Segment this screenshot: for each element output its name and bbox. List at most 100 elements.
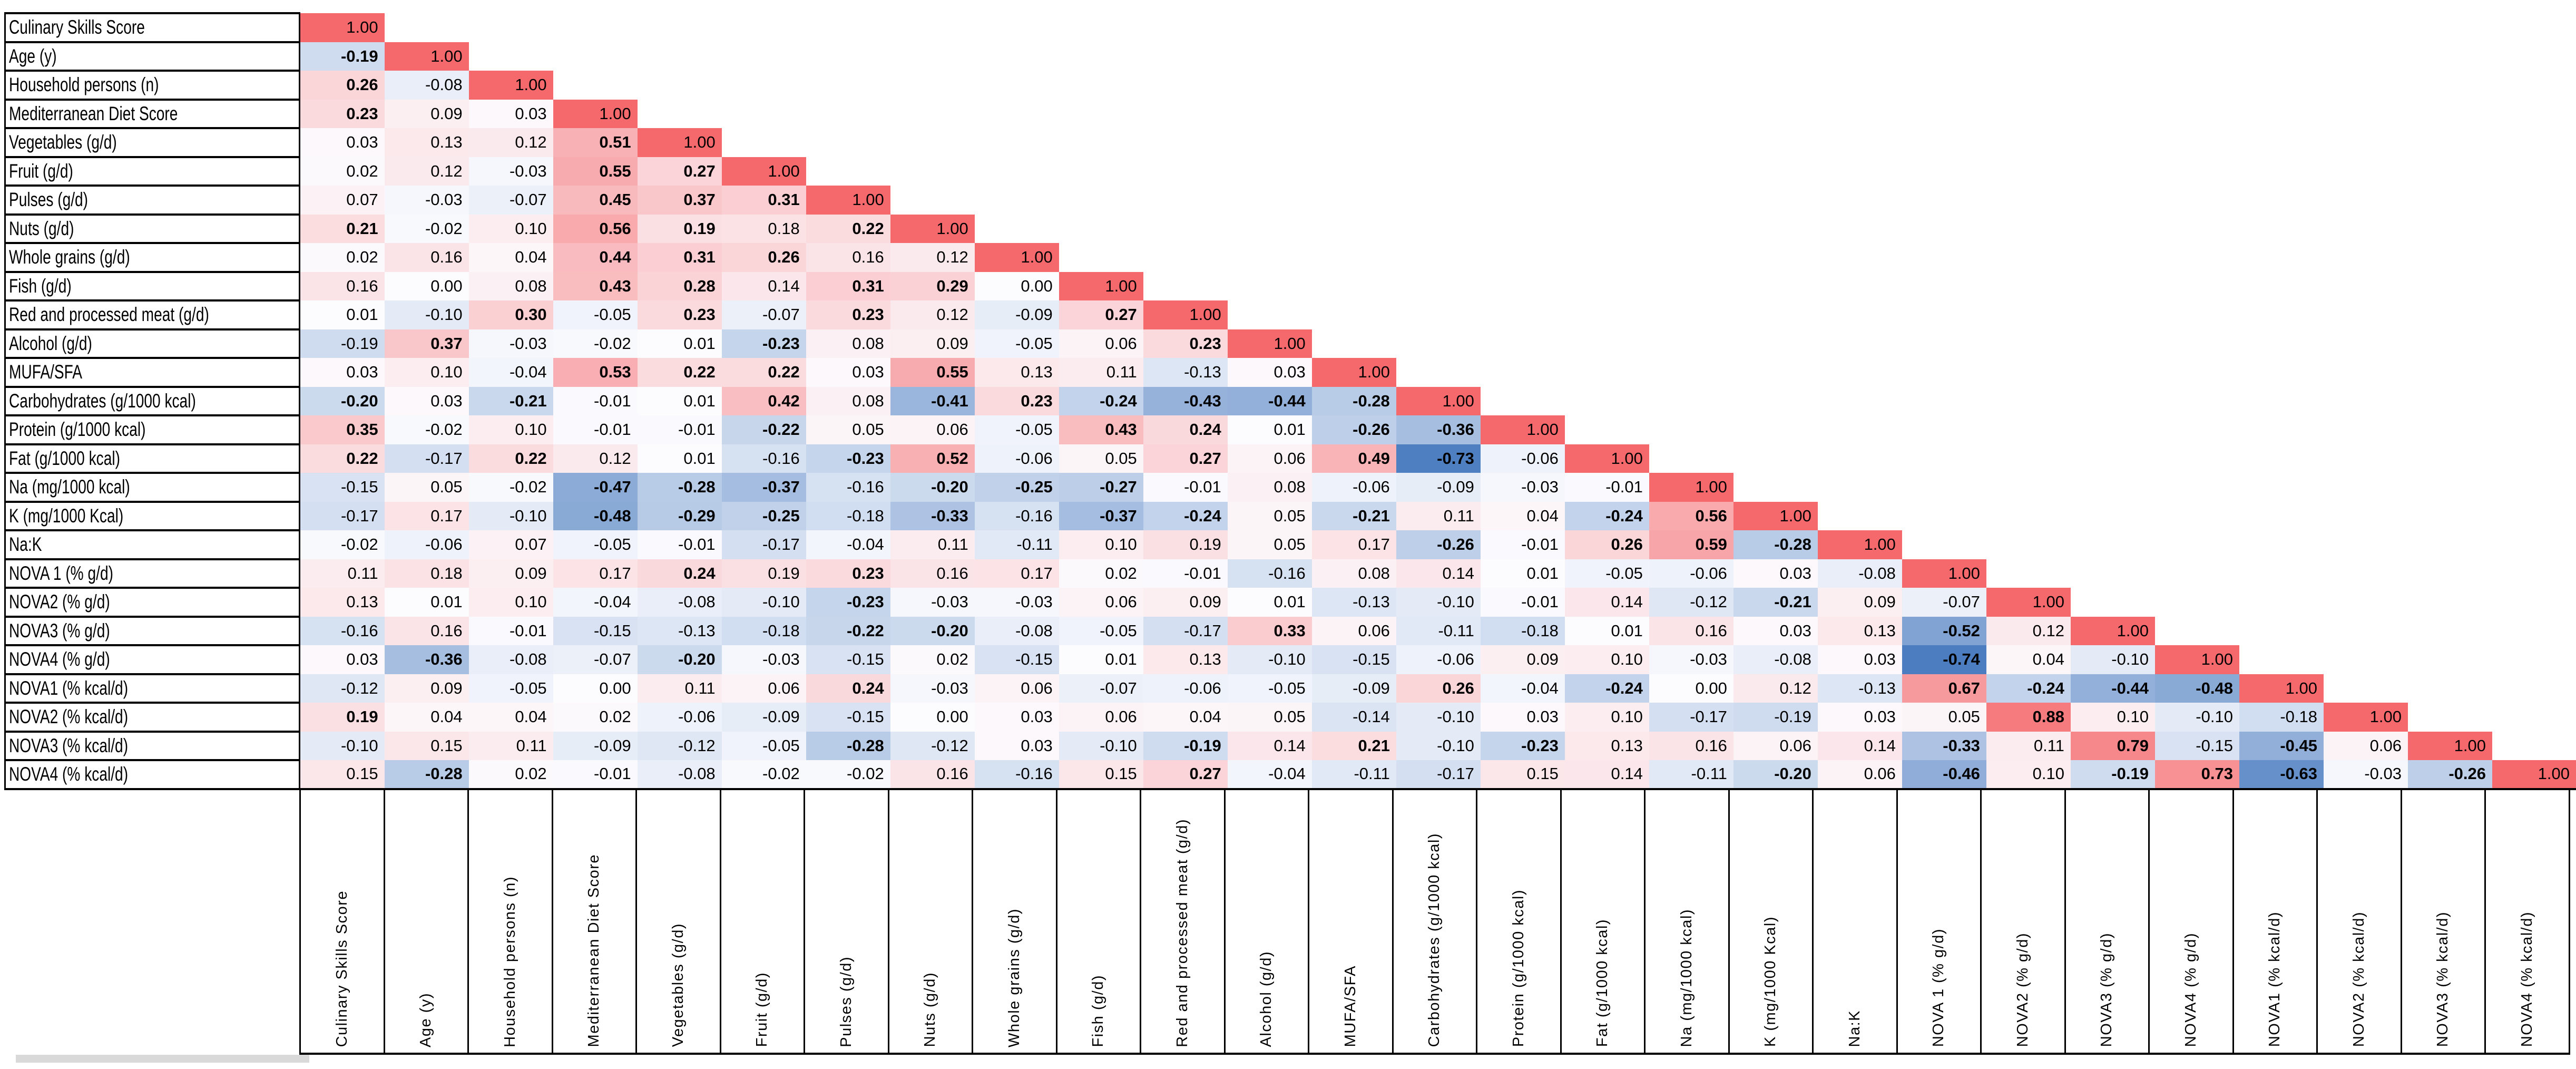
matrix-cell[interactable]: -0.03 xyxy=(974,588,1059,617)
matrix-cell[interactable]: 0.03 xyxy=(806,358,890,387)
matrix-cell[interactable]: -0.12 xyxy=(1649,588,1733,617)
matrix-cell[interactable]: -0.01 xyxy=(1143,473,1228,502)
matrix-cell[interactable]: 0.00 xyxy=(1649,674,1733,703)
matrix-cell[interactable]: 0.03 xyxy=(1480,703,1565,732)
matrix-cell[interactable]: 0.05 xyxy=(1059,444,1143,473)
matrix-diagonal-cell[interactable]: 1.00 xyxy=(468,71,553,100)
matrix-cell[interactable]: 0.73 xyxy=(2154,760,2239,790)
matrix-diagonal-cell[interactable]: 1.00 xyxy=(1817,530,1902,559)
matrix-cell[interactable]: 0.03 xyxy=(974,731,1059,760)
matrix-cell[interactable]: 0.13 xyxy=(1817,616,1902,645)
matrix-cell[interactable]: 0.11 xyxy=(1059,358,1143,387)
matrix-cell[interactable]: 0.09 xyxy=(384,674,469,703)
matrix-cell[interactable]: 0.29 xyxy=(890,271,975,300)
matrix-cell[interactable]: -0.15 xyxy=(553,616,638,645)
matrix-cell[interactable]: 0.23 xyxy=(806,559,890,588)
matrix-cell[interactable]: -0.11 xyxy=(974,530,1059,559)
column-label-cell[interactable]: NOVA4 (% kcal/d) xyxy=(2484,790,2570,1055)
matrix-cell[interactable]: 0.23 xyxy=(1143,329,1228,358)
column-label-cell[interactable]: Fish (g/d) xyxy=(1055,790,1140,1055)
row-label-cell[interactable]: Fish (g/d) xyxy=(4,270,300,302)
matrix-cell[interactable]: -0.10 xyxy=(1227,645,1312,674)
matrix-cell[interactable]: 0.19 xyxy=(721,559,806,588)
matrix-cell[interactable]: 0.51 xyxy=(553,128,638,157)
matrix-diagonal-cell[interactable]: 1.00 xyxy=(1733,501,1818,530)
matrix-cell[interactable]: 0.05 xyxy=(806,415,890,444)
matrix-cell[interactable]: -0.07 xyxy=(1902,588,1986,617)
matrix-cell[interactable]: -0.10 xyxy=(299,731,385,760)
matrix-cell[interactable]: -0.52 xyxy=(1902,616,1986,645)
matrix-cell[interactable]: 0.21 xyxy=(1311,731,1396,760)
matrix-cell[interactable]: -0.04 xyxy=(1480,674,1565,703)
matrix-cell[interactable]: 0.01 xyxy=(637,329,722,358)
matrix-cell[interactable]: 0.02 xyxy=(890,645,975,674)
matrix-cell[interactable]: 0.04 xyxy=(384,703,469,732)
matrix-cell[interactable]: 0.16 xyxy=(299,271,385,300)
matrix-cell[interactable]: -0.01 xyxy=(553,415,638,444)
matrix-cell[interactable]: -0.28 xyxy=(384,760,469,790)
matrix-cell[interactable]: 0.01 xyxy=(1059,645,1143,674)
matrix-cell[interactable]: -0.06 xyxy=(1311,473,1396,502)
matrix-cell[interactable]: 0.56 xyxy=(1649,501,1733,530)
matrix-cell[interactable]: 0.10 xyxy=(2070,703,2155,732)
matrix-cell[interactable]: -0.20 xyxy=(890,616,975,645)
matrix-cell[interactable]: -0.05 xyxy=(1227,674,1312,703)
matrix-cell[interactable]: 0.42 xyxy=(721,386,806,415)
matrix-cell[interactable]: 0.23 xyxy=(637,300,722,329)
matrix-cell[interactable]: -0.09 xyxy=(974,300,1059,329)
matrix-cell[interactable]: -0.28 xyxy=(1311,386,1396,415)
matrix-cell[interactable]: 0.79 xyxy=(2070,731,2155,760)
matrix-cell[interactable]: -0.05 xyxy=(974,415,1059,444)
matrix-diagonal-cell[interactable]: 1.00 xyxy=(1143,300,1228,329)
matrix-cell[interactable]: 0.01 xyxy=(1227,415,1312,444)
column-label-cell[interactable]: Pulses (g/d) xyxy=(804,790,888,1055)
matrix-cell[interactable]: 0.02 xyxy=(553,703,638,732)
matrix-cell[interactable]: -0.14 xyxy=(1311,703,1396,732)
matrix-cell[interactable]: -0.07 xyxy=(721,300,806,329)
matrix-cell[interactable]: -0.63 xyxy=(2239,760,2324,790)
matrix-cell[interactable]: 0.26 xyxy=(721,243,806,272)
matrix-cell[interactable]: 0.23 xyxy=(299,99,385,128)
matrix-cell[interactable]: 0.03 xyxy=(974,703,1059,732)
matrix-cell[interactable]: 0.52 xyxy=(890,444,975,473)
row-label-cell[interactable]: NOVA3 (% g/d) xyxy=(4,615,300,646)
matrix-cell[interactable]: -0.48 xyxy=(553,501,638,530)
matrix-cell[interactable]: 0.13 xyxy=(974,358,1059,387)
matrix-cell[interactable]: 0.06 xyxy=(1059,703,1143,732)
matrix-cell[interactable]: 0.08 xyxy=(1311,559,1396,588)
matrix-cell[interactable]: 0.15 xyxy=(1480,760,1565,790)
matrix-cell[interactable]: -0.26 xyxy=(2408,760,2493,790)
matrix-cell[interactable]: 0.03 xyxy=(299,645,385,674)
matrix-cell[interactable]: -0.21 xyxy=(1733,588,1818,617)
matrix-cell[interactable]: 0.12 xyxy=(1733,674,1818,703)
matrix-cell[interactable]: -0.13 xyxy=(637,616,722,645)
row-label-cell[interactable]: NOVA2 (% g/d) xyxy=(4,587,300,618)
matrix-cell[interactable]: 0.03 xyxy=(1733,559,1818,588)
matrix-cell[interactable]: 0.10 xyxy=(468,415,553,444)
matrix-cell[interactable]: 0.09 xyxy=(1143,588,1228,617)
matrix-cell[interactable]: 0.28 xyxy=(637,271,722,300)
matrix-cell[interactable]: -0.24 xyxy=(1143,501,1228,530)
matrix-cell[interactable]: 0.37 xyxy=(637,186,722,215)
matrix-cell[interactable]: 0.02 xyxy=(299,157,385,186)
matrix-cell[interactable]: 0.17 xyxy=(553,559,638,588)
column-label-cell[interactable]: Culinary Skills Score xyxy=(299,790,384,1055)
matrix-diagonal-cell[interactable]: 1.00 xyxy=(637,128,722,157)
matrix-diagonal-cell[interactable]: 1.00 xyxy=(1059,271,1143,300)
matrix-cell[interactable]: -0.19 xyxy=(1143,731,1228,760)
matrix-cell[interactable]: 0.09 xyxy=(384,99,469,128)
matrix-cell[interactable]: -0.01 xyxy=(1143,559,1228,588)
column-label-cell[interactable]: Alcohol (g/d) xyxy=(1223,790,1308,1055)
matrix-cell[interactable]: -0.02 xyxy=(553,329,638,358)
matrix-cell[interactable]: -0.28 xyxy=(637,473,722,502)
matrix-cell[interactable]: 0.27 xyxy=(1143,760,1228,790)
matrix-cell[interactable]: 0.37 xyxy=(384,329,469,358)
matrix-cell[interactable]: -0.17 xyxy=(721,530,806,559)
matrix-cell[interactable]: -0.19 xyxy=(1733,703,1818,732)
matrix-cell[interactable]: -0.08 xyxy=(468,645,553,674)
matrix-cell[interactable]: -0.17 xyxy=(1396,760,1481,790)
matrix-cell[interactable]: 0.31 xyxy=(721,186,806,215)
matrix-cell[interactable]: -0.23 xyxy=(806,588,890,617)
matrix-cell[interactable]: 0.43 xyxy=(553,271,638,300)
matrix-cell[interactable]: 0.01 xyxy=(1480,559,1565,588)
